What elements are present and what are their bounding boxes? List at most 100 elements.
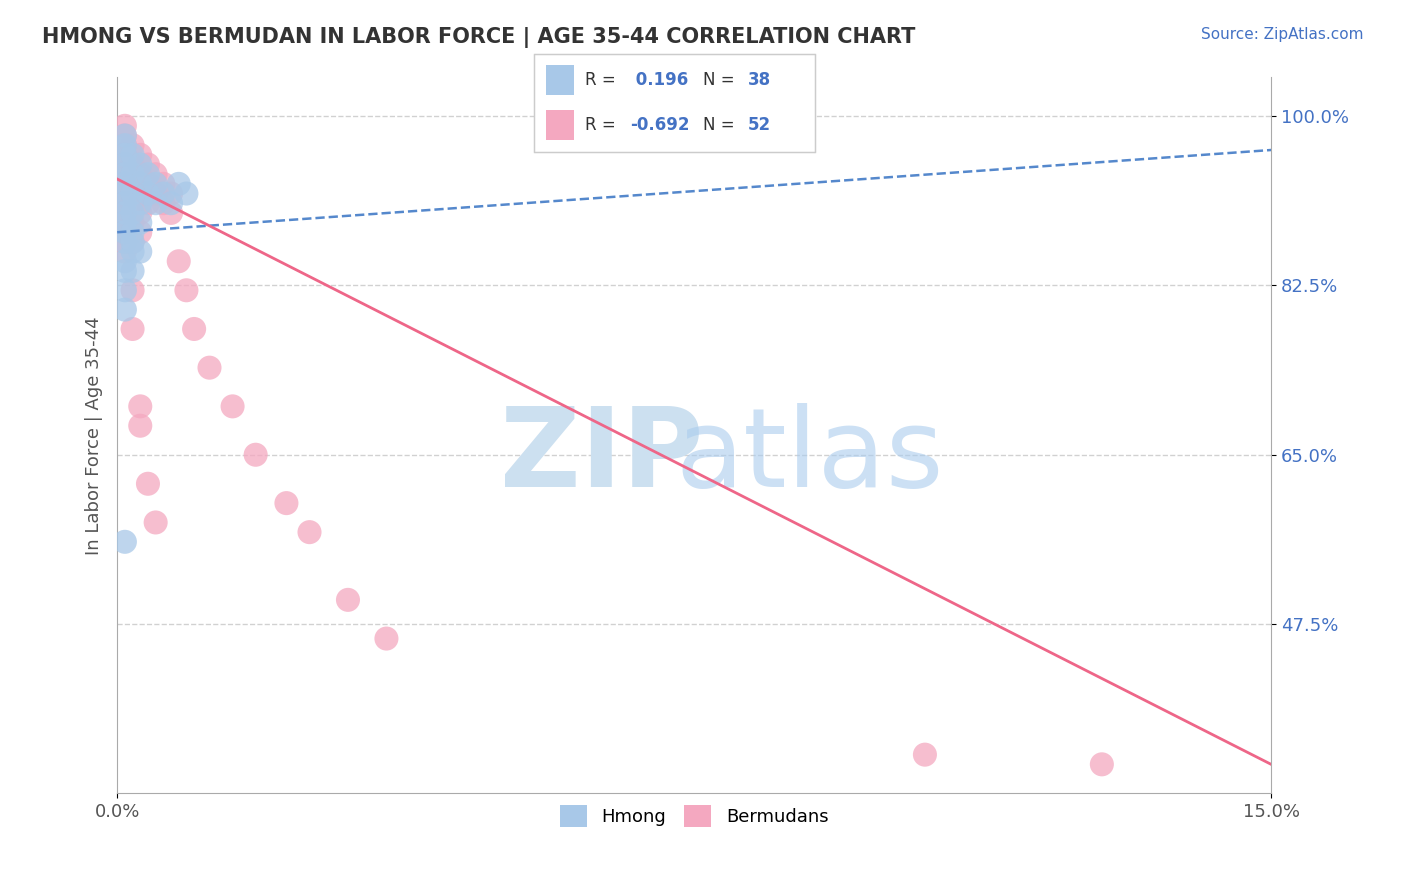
Point: [114, 302, 136, 317]
Point: [375, 632, 398, 646]
Point: [152, 177, 174, 191]
Point: [114, 148, 136, 162]
Text: 52: 52: [748, 116, 770, 134]
Point: [114, 225, 136, 239]
Text: R =: R =: [585, 116, 621, 134]
Point: [167, 254, 190, 268]
Point: [121, 264, 143, 278]
Point: [114, 534, 136, 549]
Point: [121, 138, 143, 153]
Point: [129, 157, 152, 171]
Text: 0.196: 0.196: [630, 71, 688, 89]
Point: [914, 747, 936, 762]
Point: [121, 225, 143, 239]
Bar: [546, 65, 574, 95]
Point: [114, 186, 136, 201]
Point: [183, 322, 205, 336]
Point: [136, 157, 159, 171]
Point: [167, 177, 190, 191]
Text: -0.692: -0.692: [630, 116, 689, 134]
Point: [221, 400, 243, 414]
Point: [121, 235, 143, 249]
Point: [121, 196, 143, 211]
Point: [276, 496, 298, 510]
Point: [129, 225, 152, 239]
Text: R =: R =: [585, 71, 621, 89]
Point: [176, 186, 198, 201]
Point: [121, 167, 143, 181]
Point: [129, 177, 152, 191]
Point: [121, 177, 143, 191]
Point: [198, 360, 221, 375]
Point: [136, 177, 159, 191]
Point: [129, 400, 152, 414]
Point: [160, 196, 183, 211]
Point: [145, 177, 167, 191]
Point: [114, 138, 136, 153]
Point: [129, 186, 152, 201]
Point: [114, 177, 136, 191]
Point: [114, 235, 136, 249]
Point: [121, 244, 143, 259]
Point: [114, 225, 136, 239]
Point: [114, 128, 136, 143]
Point: [121, 148, 143, 162]
Point: [136, 476, 159, 491]
Point: [136, 186, 159, 201]
Point: [121, 322, 143, 336]
Point: [114, 167, 136, 181]
Point: [114, 196, 136, 211]
Point: [114, 216, 136, 230]
Point: [114, 216, 136, 230]
Point: [121, 283, 143, 297]
Point: [129, 167, 152, 181]
Point: [145, 186, 167, 201]
Point: [176, 283, 198, 297]
Point: [114, 235, 136, 249]
Point: [1091, 757, 1114, 772]
Point: [114, 138, 136, 153]
Point: [114, 177, 136, 191]
Point: [114, 206, 136, 220]
Text: N =: N =: [703, 71, 740, 89]
Point: [129, 418, 152, 433]
Text: HMONG VS BERMUDAN IN LABOR FORCE | AGE 35-44 CORRELATION CHART: HMONG VS BERMUDAN IN LABOR FORCE | AGE 3…: [42, 27, 915, 48]
Point: [114, 244, 136, 259]
Point: [114, 157, 136, 171]
Point: [114, 196, 136, 211]
Point: [121, 216, 143, 230]
Point: [160, 186, 183, 201]
Point: [121, 157, 143, 171]
Point: [129, 196, 152, 211]
Point: [145, 516, 167, 530]
Point: [114, 283, 136, 297]
Text: 38: 38: [748, 71, 770, 89]
Point: [121, 206, 143, 220]
Point: [136, 167, 159, 181]
Point: [121, 186, 143, 201]
Point: [145, 196, 167, 211]
Point: [136, 196, 159, 211]
Point: [129, 216, 152, 230]
Point: [336, 592, 359, 607]
Bar: [546, 111, 574, 140]
Point: [152, 196, 174, 211]
Text: Source: ZipAtlas.com: Source: ZipAtlas.com: [1201, 27, 1364, 42]
Point: [114, 148, 136, 162]
Point: [114, 157, 136, 171]
Point: [145, 167, 167, 181]
Y-axis label: In Labor Force | Age 35-44: In Labor Force | Age 35-44: [86, 316, 103, 555]
Point: [245, 448, 267, 462]
Point: [114, 264, 136, 278]
Point: [129, 244, 152, 259]
Legend: Hmong, Bermudans: Hmong, Bermudans: [553, 798, 835, 834]
Point: [121, 235, 143, 249]
Point: [114, 206, 136, 220]
Point: [114, 254, 136, 268]
Point: [298, 525, 321, 540]
Point: [160, 206, 183, 220]
Text: ZIP: ZIP: [501, 403, 703, 510]
Point: [129, 148, 152, 162]
Point: [114, 119, 136, 133]
Point: [114, 167, 136, 181]
